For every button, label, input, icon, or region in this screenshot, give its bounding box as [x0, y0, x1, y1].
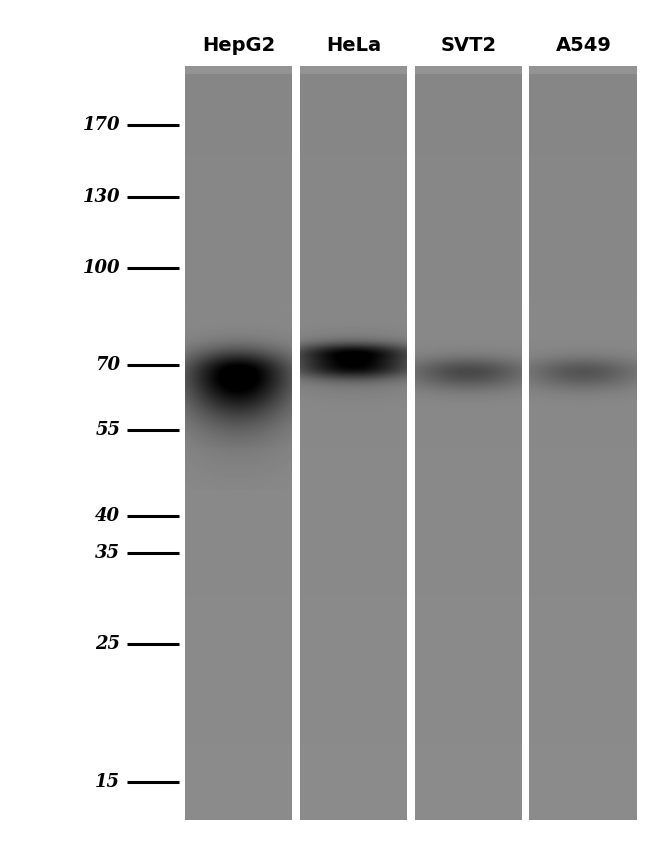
- Text: A549: A549: [556, 36, 612, 55]
- Text: HeLa: HeLa: [326, 36, 382, 55]
- Text: 100: 100: [83, 260, 120, 277]
- Text: 170: 170: [83, 116, 120, 134]
- Text: HepG2: HepG2: [202, 36, 276, 55]
- Text: 15: 15: [96, 773, 120, 791]
- Text: 55: 55: [96, 421, 120, 439]
- Text: 70: 70: [96, 356, 120, 374]
- Text: 130: 130: [83, 189, 120, 206]
- Text: 40: 40: [96, 508, 120, 525]
- Text: 25: 25: [96, 634, 120, 652]
- Text: 35: 35: [96, 544, 120, 562]
- Text: SVT2: SVT2: [441, 36, 497, 55]
